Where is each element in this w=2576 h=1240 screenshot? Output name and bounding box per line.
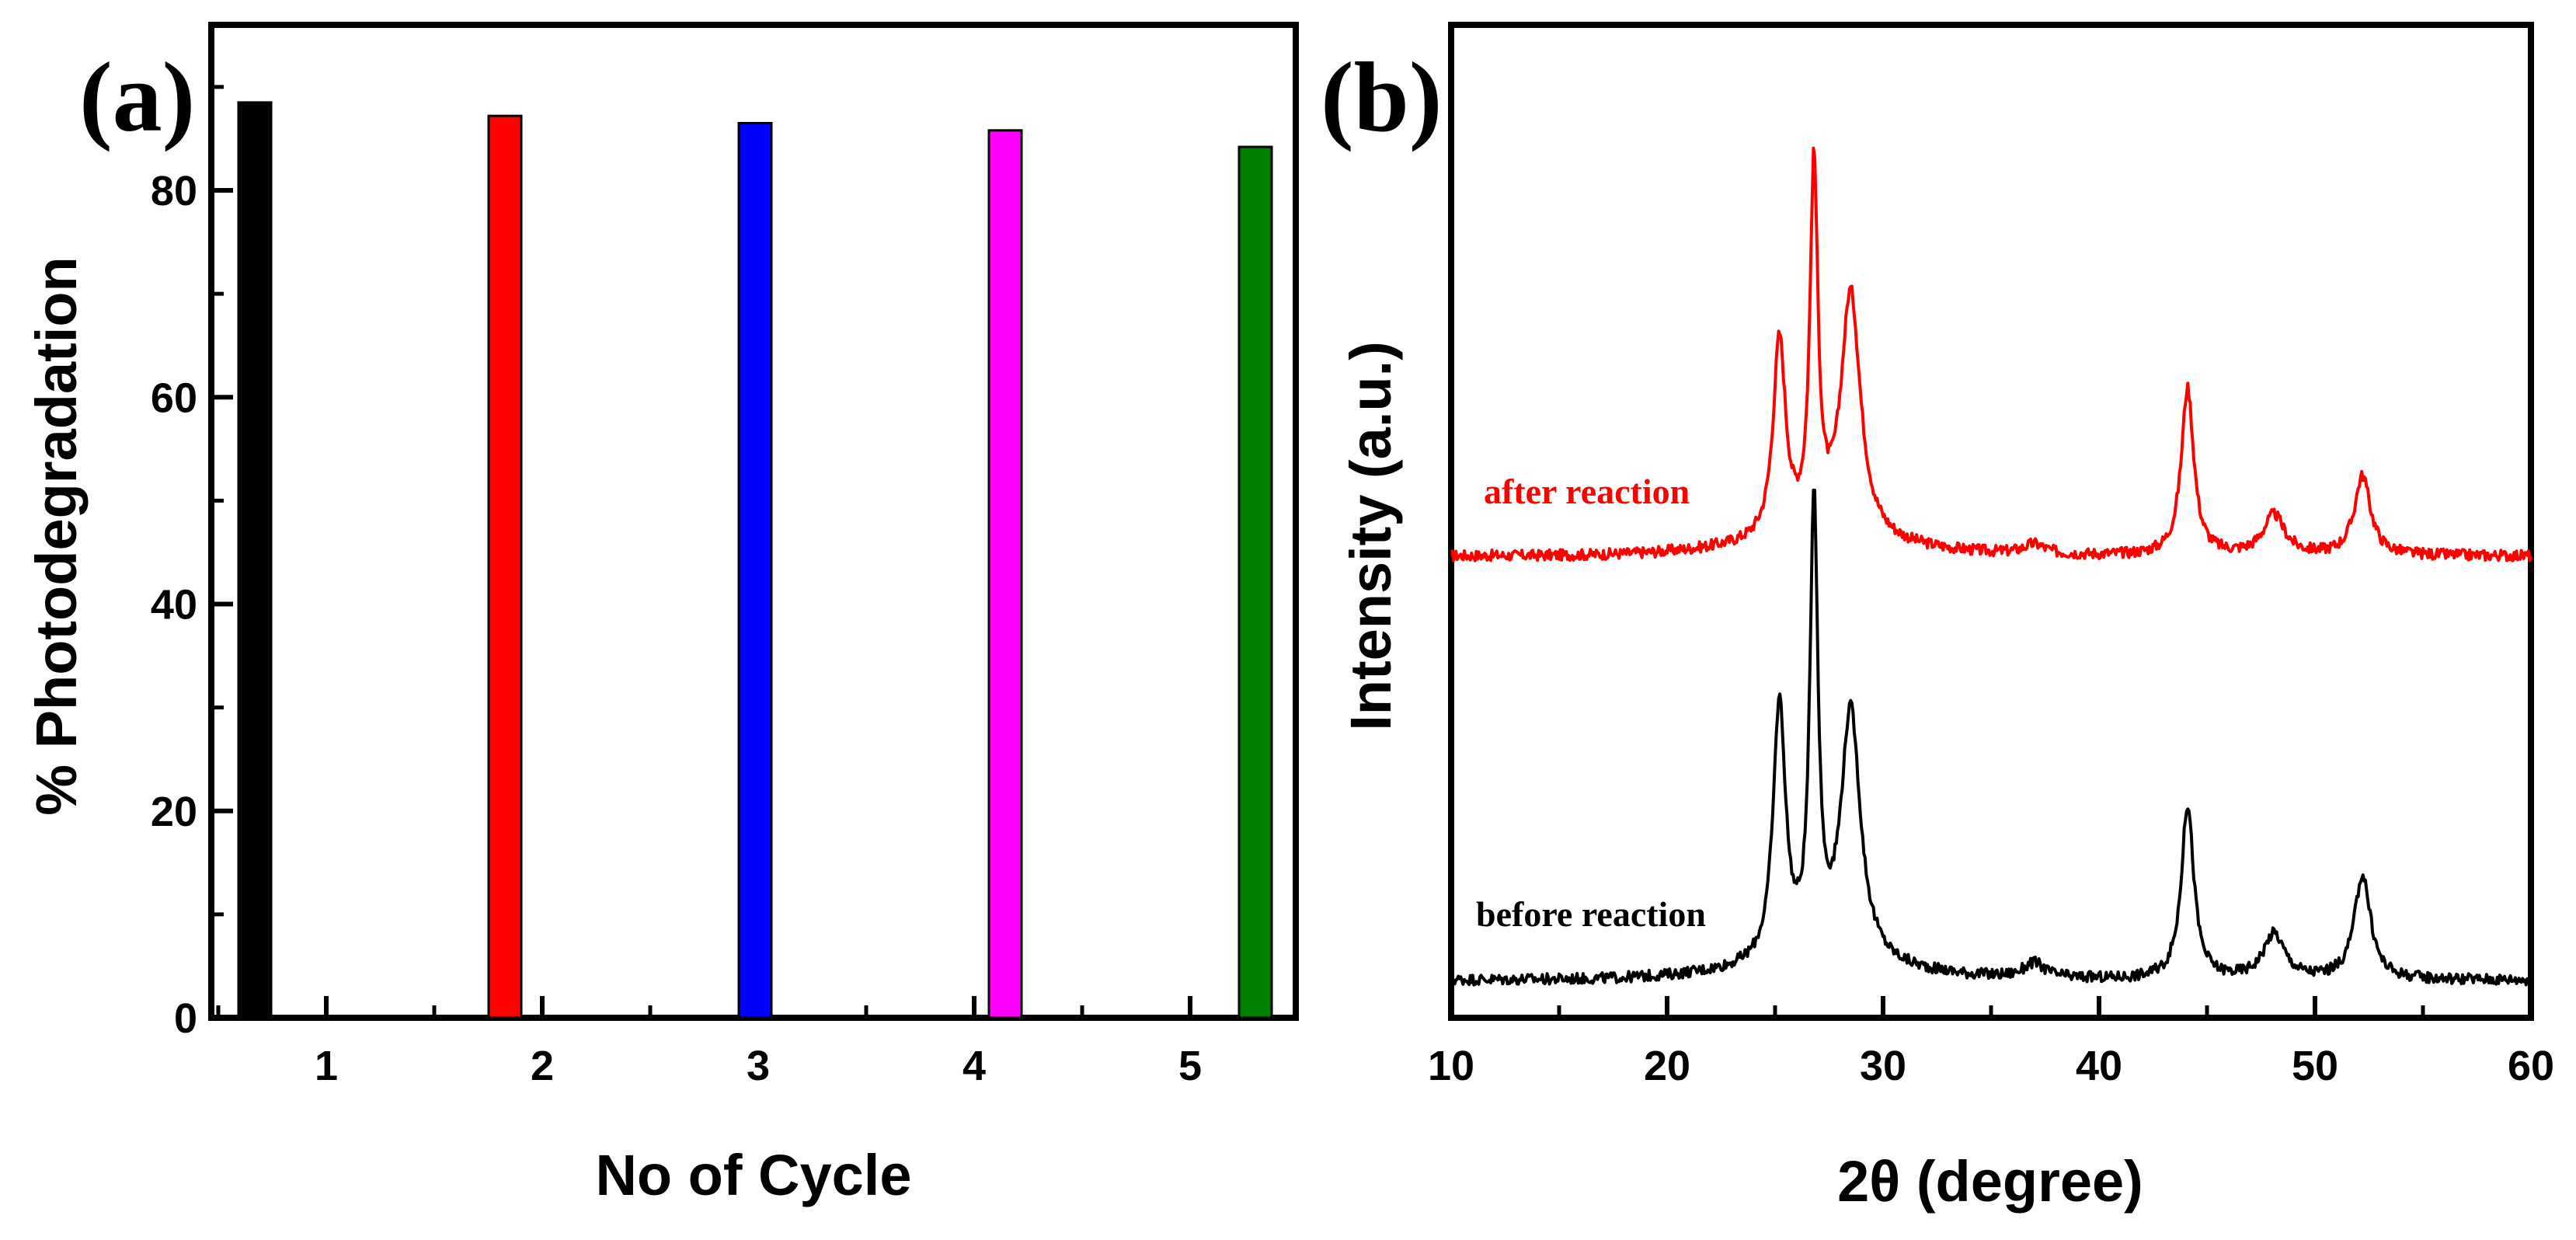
series-label-after-reaction: after reaction xyxy=(1484,472,1690,511)
bar-cycle-2 xyxy=(487,114,523,1019)
panel-a-bars xyxy=(237,101,1273,1019)
bar-cycle-3 xyxy=(737,121,773,1019)
a-x-tick-label: 2 xyxy=(531,1043,554,1089)
a-y-tick-label: 60 xyxy=(151,374,197,421)
b-x-tick-label: 10 xyxy=(1428,1043,1474,1089)
a-y-tick-label: 80 xyxy=(151,168,197,214)
a-x-tick-label: 5 xyxy=(1178,1043,1202,1089)
series-line-after-reaction xyxy=(1450,146,2532,563)
panel-a-x-axis-title: No of Cycle xyxy=(595,1143,911,1207)
series-line-before-reaction xyxy=(1450,488,2532,987)
panel-b: (b) 10 20 30 40 50 60 after reaction before r… xyxy=(1321,22,2554,1214)
panel-a-ticks xyxy=(211,85,1192,1020)
panel-b-x-axis-title: 2θ (degree) xyxy=(1837,1149,2143,1214)
panel-b-tick-labels: 10 20 30 40 50 60 xyxy=(1428,1043,2554,1089)
panel-b-frame xyxy=(1448,22,2534,1021)
a-y-tick-label: 0 xyxy=(174,995,197,1042)
bar-cycle-5 xyxy=(1238,145,1273,1019)
panel-a-tick-labels: 0 20 40 60 80 1 2 3 4 5 xyxy=(151,168,1202,1089)
a-x-tick-label: 4 xyxy=(963,1043,986,1089)
panel-a: (a) 0 20 40 60 80 1 2 3 4 5 No of Cycle % Photode… xyxy=(24,22,1299,1207)
bar-cycle-1 xyxy=(237,101,273,1019)
b-x-tick-label: 40 xyxy=(2076,1043,2122,1089)
panel-b-series xyxy=(1450,146,2532,987)
a-x-tick-label: 3 xyxy=(747,1043,770,1089)
a-y-tick-label: 40 xyxy=(151,582,197,629)
bar-cycle-4 xyxy=(987,129,1023,1019)
panel-b-letter: (b) xyxy=(1321,42,1442,152)
panel-a-letter: (a) xyxy=(79,42,195,152)
panel-a-y-axis-title: % Photodegradation xyxy=(24,256,89,815)
b-x-tick-label: 60 xyxy=(2508,1043,2554,1089)
a-x-tick-label: 1 xyxy=(315,1043,338,1089)
panel-b-y-axis-title: Intensity (a.u.) xyxy=(1338,341,1403,731)
b-x-tick-label: 50 xyxy=(2292,1043,2338,1089)
b-x-tick-label: 20 xyxy=(1644,1043,1690,1089)
series-label-before-reaction: before reaction xyxy=(1476,894,1706,934)
b-x-tick-label: 30 xyxy=(1860,1043,1906,1089)
panel-b-ticks xyxy=(1449,996,2533,1018)
a-y-tick-label: 20 xyxy=(151,789,197,835)
